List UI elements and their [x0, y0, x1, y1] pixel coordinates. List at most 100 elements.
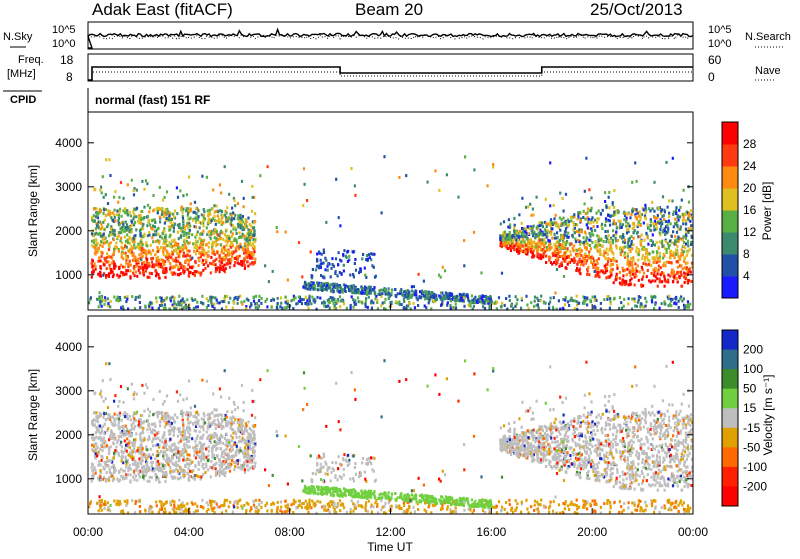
- power-cell: [583, 241, 585, 244]
- power-cell: [134, 221, 136, 224]
- power-cell: [559, 250, 561, 253]
- power-cell: [354, 303, 356, 306]
- power-cell: [339, 286, 341, 289]
- power-cell: [648, 260, 650, 263]
- power-cell: [556, 258, 558, 261]
- power-cell: [251, 210, 253, 213]
- power-cell: [166, 254, 168, 257]
- power-cell: [210, 271, 212, 274]
- power-cell: [335, 257, 337, 260]
- power-cell: [290, 299, 292, 302]
- power-cell: [184, 305, 186, 308]
- power-cell: [687, 300, 689, 303]
- power-cell: [556, 268, 558, 271]
- power-cell: [335, 283, 337, 286]
- power-cell: [622, 240, 624, 243]
- velocity-cell: [178, 441, 180, 444]
- power-cell: [105, 274, 107, 277]
- velocity-cell: [155, 437, 157, 440]
- power-cell: [228, 216, 230, 219]
- power-cell: [592, 264, 594, 267]
- power-cell: [371, 307, 373, 310]
- power-cell: [403, 307, 405, 310]
- power-cell: [661, 215, 663, 218]
- power-cell: [653, 271, 655, 274]
- velocity-cell: [220, 441, 222, 444]
- power-cell: [323, 251, 325, 254]
- colorbar-swatch: [722, 166, 738, 189]
- power-cell: [159, 186, 161, 189]
- power-cell: [215, 210, 217, 213]
- power-cell: [592, 296, 594, 299]
- power-cell: [253, 226, 255, 229]
- power-cell: [681, 285, 683, 288]
- power-cell: [202, 230, 204, 233]
- power-cell: [595, 240, 597, 243]
- power-cell: [361, 287, 363, 290]
- y-tick-label: 4000: [55, 136, 82, 150]
- power-cell: [143, 216, 145, 219]
- power-cell: [660, 225, 662, 228]
- power-cell: [545, 241, 547, 244]
- power-cell: [408, 302, 410, 305]
- power-cell: [504, 304, 506, 307]
- power-cell: [246, 260, 248, 263]
- power-cell: [96, 212, 98, 215]
- power-cell: [354, 184, 356, 187]
- power-cell: [233, 297, 235, 300]
- power-cell: [361, 292, 363, 295]
- power-cell: [255, 295, 257, 298]
- velocity-cell: [173, 448, 175, 451]
- power-cell: [229, 297, 231, 300]
- power-cell: [90, 296, 92, 299]
- power-cell: [539, 299, 541, 302]
- power-cell: [167, 244, 169, 247]
- velocity-cell: [127, 445, 129, 448]
- power-cell: [664, 227, 666, 230]
- power-cell: [160, 263, 162, 266]
- power-cell: [586, 236, 588, 239]
- power-cell: [478, 295, 480, 298]
- power-cell: [570, 216, 572, 219]
- power-cell: [332, 290, 334, 293]
- power-cell: [174, 210, 176, 213]
- velocity-cell: [159, 424, 161, 427]
- power-cell: [228, 301, 230, 304]
- velocity-cell: [173, 434, 175, 437]
- power-cell: [657, 273, 659, 276]
- power-cell: [228, 193, 230, 196]
- power-cell: [651, 300, 653, 303]
- power-cell: [402, 294, 404, 297]
- power-cell: [622, 274, 624, 277]
- power-cell: [522, 245, 524, 248]
- power-cell: [140, 218, 142, 221]
- power-cell: [598, 210, 600, 213]
- power-cell: [622, 267, 624, 270]
- power-cell: [212, 296, 214, 299]
- power-cell: [352, 298, 354, 301]
- power-cell: [138, 254, 140, 257]
- power-cell: [395, 300, 397, 303]
- velocity-cell: [125, 444, 127, 447]
- power-cell: [690, 224, 692, 227]
- velocity-cell: [173, 443, 175, 446]
- power-cell: [149, 272, 151, 275]
- power-cell: [254, 258, 256, 261]
- power-cell: [223, 252, 225, 255]
- power-cell: [253, 262, 255, 265]
- power-cell: [159, 216, 161, 219]
- power-cell: [553, 243, 555, 246]
- power-cell: [667, 278, 669, 281]
- power-cell: [576, 295, 578, 298]
- power-cell: [398, 176, 400, 179]
- power-cell: [121, 253, 123, 256]
- power-cell: [243, 234, 245, 237]
- velocity-cell: [247, 421, 249, 424]
- power-cell: [627, 255, 629, 258]
- power-cell: [647, 236, 649, 239]
- power-cell: [100, 251, 102, 254]
- power-cell: [131, 248, 133, 251]
- power-cell: [135, 265, 137, 268]
- power-cell: [434, 169, 436, 172]
- power-cell: [184, 266, 186, 269]
